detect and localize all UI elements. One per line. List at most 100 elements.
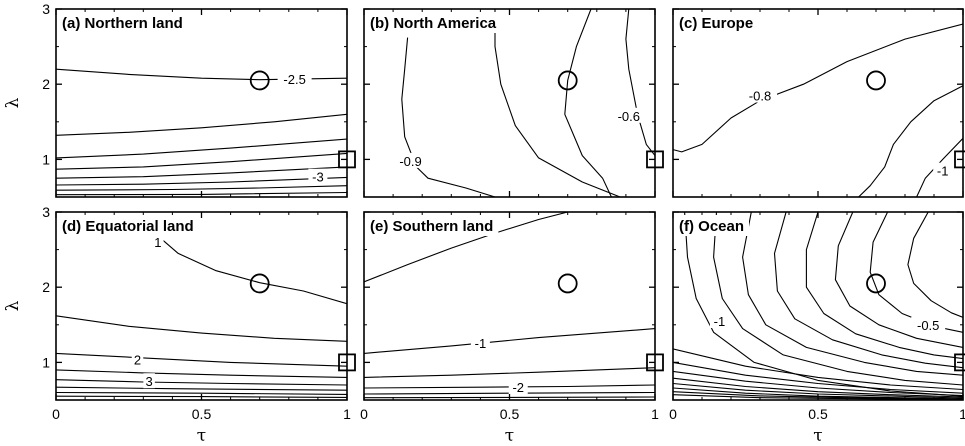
contour-label-bg — [277, 70, 312, 86]
panel-title-bg — [59, 12, 188, 33]
panel-a: -2.5 -3 (a) Northern land 1 2 3 λ — [3, 1, 356, 198]
x-tick-label: 0.5 — [192, 406, 212, 422]
contour-line — [625, 9, 655, 156]
panel-frame — [672, 8, 964, 198]
contour-line — [805, 212, 963, 360]
y-tick-label: 2 — [42, 279, 50, 295]
contour-line — [364, 328, 655, 354]
x-tick-label: 0 — [52, 406, 60, 422]
panel-title-bg — [676, 12, 759, 33]
contour-label-bg — [143, 373, 155, 389]
panel-c: -0.8 -1 (c) Europe — [672, 8, 965, 198]
contour-line — [713, 212, 963, 386]
contour-label: -2 — [512, 380, 524, 395]
contour-label-bg — [709, 313, 729, 329]
panel-f: -1 -0.5 (f) Ocean 0 0.5 1 τ — [669, 211, 965, 446]
contour-label: 1 — [154, 235, 161, 250]
x-tick-label: 0.5 — [808, 406, 828, 422]
x-tick-label: 1 — [651, 406, 659, 422]
contour-label: -1 — [475, 336, 487, 351]
contour-label-bg — [911, 316, 946, 332]
contour-label: -0.8 — [749, 88, 771, 103]
panel-title-bg — [367, 12, 502, 33]
y-tick-label: 3 — [42, 1, 50, 17]
panel-frame — [363, 211, 656, 401]
contour-group: -2.5 -3 — [56, 68, 347, 196]
contour-line — [56, 176, 347, 186]
contour-line — [673, 23, 963, 153]
contour-line — [364, 367, 655, 378]
contour-group: -0.9 -0.6 — [393, 9, 655, 197]
contour-line — [858, 85, 963, 197]
contour-line — [673, 370, 963, 397]
y-tick-label: 2 — [42, 76, 50, 92]
panel-title: (c) Europe — [679, 15, 753, 32]
contour-line — [56, 391, 347, 395]
contour-label-bg — [308, 168, 328, 184]
contour-line — [56, 152, 347, 170]
contour-label: -0.9 — [399, 154, 421, 169]
panel-title: (f) Ocean — [679, 218, 744, 235]
x-tick-label: 0 — [669, 406, 677, 422]
panel-e: -1 -2 (e) Southern land 0 0.5 1 τ — [360, 211, 664, 446]
contour-line — [869, 212, 963, 333]
x-tick-label: 0 — [360, 406, 368, 422]
contour-label-bg — [152, 234, 164, 250]
contour-line — [673, 382, 963, 399]
y-tick-label: 1 — [42, 354, 50, 370]
x-axis-label: τ — [813, 426, 822, 446]
panel-title-bg — [59, 215, 199, 236]
circle-marker — [249, 70, 270, 91]
circle-marker — [866, 70, 886, 91]
panel-title-bg — [676, 215, 750, 236]
contour-line — [773, 212, 963, 369]
y-tick-label: 1 — [42, 151, 50, 167]
contour-line — [364, 212, 568, 283]
x-tick-label: 0.5 — [500, 406, 520, 422]
contour-label-bg — [743, 87, 777, 103]
contour-line — [673, 387, 963, 400]
x-axis-label: τ — [197, 426, 206, 446]
contour-label-bg — [131, 351, 144, 367]
contour-line — [56, 315, 347, 342]
contour-line — [56, 138, 347, 159]
contour-line — [742, 212, 963, 376]
y-tick-label: 3 — [42, 204, 50, 220]
contour-line — [56, 166, 347, 179]
circle-marker — [249, 273, 270, 294]
contour-line — [564, 9, 612, 197]
contour-line — [401, 37, 496, 197]
contour-label: -3 — [312, 170, 324, 185]
contour-label-bg — [611, 107, 646, 123]
y-axis-label: λ — [3, 97, 23, 108]
panel-b: -0.9 -0.6 (b) North America — [363, 8, 664, 198]
circle-marker — [557, 70, 578, 91]
contour-line — [56, 113, 347, 136]
contour-label-bg — [508, 379, 528, 395]
contour-label: -1 — [937, 164, 949, 179]
contour-line — [684, 212, 963, 397]
contour-group: -0.8 -1 — [673, 23, 963, 197]
panel-title-bg — [367, 215, 499, 236]
contour-line — [56, 386, 347, 391]
contour-line — [56, 185, 347, 191]
contour-label-bg — [470, 334, 490, 350]
contour-line — [673, 361, 963, 394]
contour-label-bg — [393, 152, 428, 168]
contour-label: 2 — [134, 352, 141, 367]
y-axis-label: λ — [3, 300, 23, 311]
contour-line — [151, 230, 347, 305]
contour-line — [673, 377, 963, 398]
panel-title: (b) North America — [370, 15, 497, 32]
contour-line — [673, 348, 963, 391]
contour-label: -0.6 — [618, 109, 640, 124]
contour-label: -0.5 — [917, 318, 939, 333]
contour-group: 1 23 — [56, 230, 347, 398]
contour-line — [56, 369, 347, 378]
contour-line — [494, 9, 621, 197]
contour-label-bg — [933, 162, 953, 178]
x-tick-label: 1 — [343, 406, 351, 422]
contour-label: 3 — [146, 374, 153, 389]
